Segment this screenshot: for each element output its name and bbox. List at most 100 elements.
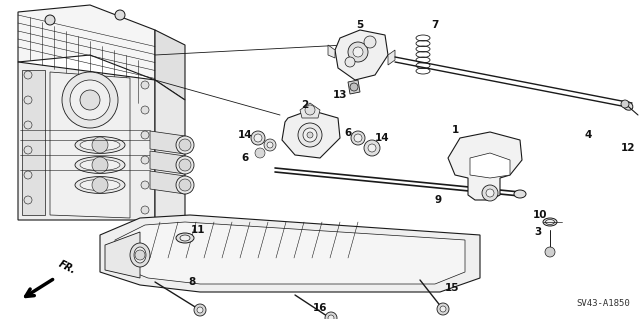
- Text: 10: 10: [532, 210, 547, 220]
- Circle shape: [251, 131, 265, 145]
- Polygon shape: [115, 222, 465, 284]
- Ellipse shape: [134, 247, 146, 263]
- Circle shape: [325, 312, 337, 319]
- Circle shape: [348, 42, 368, 62]
- Ellipse shape: [130, 243, 150, 267]
- Circle shape: [135, 250, 145, 260]
- Circle shape: [70, 80, 110, 120]
- Polygon shape: [18, 5, 155, 80]
- Ellipse shape: [75, 137, 125, 153]
- Circle shape: [24, 71, 32, 79]
- Circle shape: [298, 123, 322, 147]
- Circle shape: [305, 105, 315, 115]
- Text: 8: 8: [188, 277, 196, 287]
- Circle shape: [115, 10, 125, 20]
- Ellipse shape: [176, 136, 194, 154]
- Polygon shape: [282, 110, 340, 158]
- Circle shape: [353, 47, 363, 57]
- Ellipse shape: [75, 177, 125, 193]
- Circle shape: [24, 146, 32, 154]
- Circle shape: [179, 139, 191, 151]
- Polygon shape: [150, 151, 185, 174]
- Text: 6: 6: [344, 128, 351, 138]
- Polygon shape: [328, 45, 335, 58]
- Circle shape: [92, 157, 108, 173]
- Circle shape: [364, 36, 376, 48]
- Polygon shape: [105, 232, 140, 278]
- Polygon shape: [155, 30, 185, 100]
- Circle shape: [621, 100, 629, 108]
- Polygon shape: [470, 153, 510, 178]
- Ellipse shape: [545, 219, 554, 225]
- Text: 4: 4: [584, 130, 592, 140]
- Polygon shape: [150, 131, 185, 154]
- Polygon shape: [150, 171, 185, 194]
- Circle shape: [141, 131, 149, 139]
- Text: 12: 12: [621, 143, 636, 153]
- Circle shape: [24, 171, 32, 179]
- Circle shape: [368, 144, 376, 152]
- Circle shape: [350, 83, 358, 91]
- Text: 2: 2: [301, 100, 308, 110]
- Text: SV43-A1850: SV43-A1850: [576, 299, 630, 308]
- Text: FR.: FR.: [57, 259, 77, 276]
- Circle shape: [141, 106, 149, 114]
- Circle shape: [364, 140, 380, 156]
- Polygon shape: [448, 132, 522, 200]
- Polygon shape: [18, 62, 155, 220]
- Circle shape: [141, 156, 149, 164]
- Polygon shape: [50, 72, 130, 218]
- Ellipse shape: [80, 160, 120, 171]
- Circle shape: [92, 177, 108, 193]
- Ellipse shape: [180, 235, 190, 241]
- Polygon shape: [100, 215, 480, 292]
- Circle shape: [141, 81, 149, 89]
- Circle shape: [24, 196, 32, 204]
- Text: 3: 3: [534, 227, 541, 237]
- Text: 15: 15: [445, 283, 460, 293]
- Circle shape: [194, 304, 206, 316]
- Circle shape: [197, 307, 203, 313]
- Text: 6: 6: [241, 153, 248, 163]
- Circle shape: [24, 96, 32, 104]
- Text: 9: 9: [435, 195, 442, 205]
- Ellipse shape: [514, 190, 526, 198]
- Circle shape: [24, 121, 32, 129]
- Ellipse shape: [80, 139, 120, 151]
- Text: 11: 11: [191, 225, 205, 235]
- Ellipse shape: [543, 218, 557, 226]
- Circle shape: [351, 131, 365, 145]
- Polygon shape: [155, 80, 185, 230]
- Ellipse shape: [176, 156, 194, 174]
- Circle shape: [45, 15, 55, 25]
- Circle shape: [307, 132, 313, 138]
- Circle shape: [141, 206, 149, 214]
- Text: 5: 5: [356, 20, 364, 30]
- Circle shape: [440, 306, 446, 312]
- Circle shape: [80, 90, 100, 110]
- Circle shape: [92, 137, 108, 153]
- Circle shape: [345, 57, 355, 67]
- Circle shape: [179, 179, 191, 191]
- Text: 14: 14: [237, 130, 252, 140]
- Circle shape: [264, 139, 276, 151]
- Polygon shape: [388, 50, 395, 65]
- Ellipse shape: [80, 179, 120, 190]
- Circle shape: [62, 72, 118, 128]
- Ellipse shape: [623, 102, 633, 110]
- Circle shape: [267, 142, 273, 148]
- Circle shape: [303, 128, 317, 142]
- Circle shape: [255, 148, 265, 158]
- Text: 16: 16: [313, 303, 327, 313]
- Circle shape: [254, 134, 262, 142]
- Circle shape: [545, 247, 555, 257]
- Text: 7: 7: [431, 20, 438, 30]
- Text: 1: 1: [451, 125, 459, 135]
- Ellipse shape: [176, 176, 194, 194]
- Polygon shape: [300, 103, 320, 118]
- Circle shape: [179, 159, 191, 171]
- Polygon shape: [22, 70, 45, 215]
- Circle shape: [141, 181, 149, 189]
- Circle shape: [482, 185, 498, 201]
- Text: 14: 14: [374, 133, 389, 143]
